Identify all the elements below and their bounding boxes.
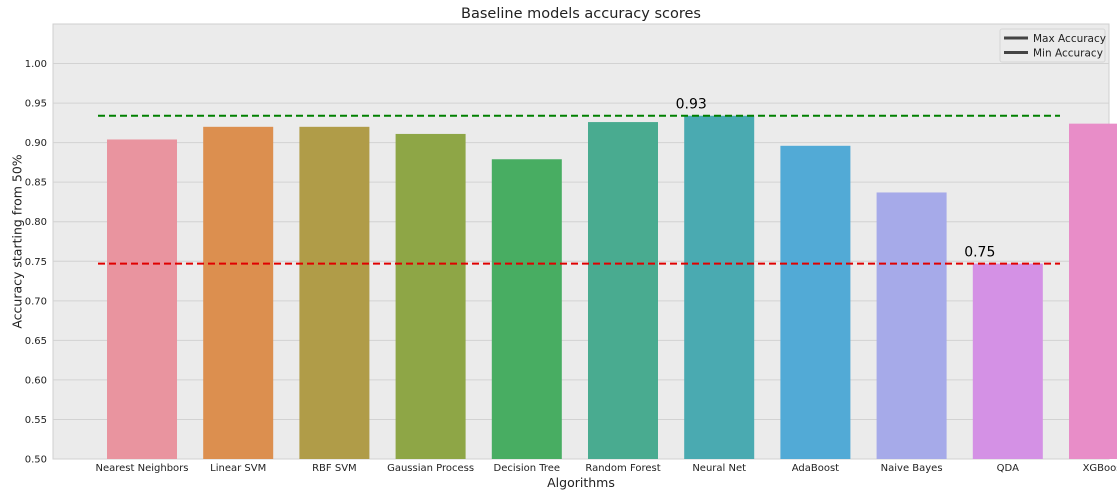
y-tick-label: 0.65 <box>25 336 47 347</box>
bar <box>107 139 177 460</box>
bar <box>876 192 947 460</box>
y-tick-label: 0.70 <box>25 296 47 307</box>
bar <box>972 263 1043 459</box>
x-tick-label: AdaBoost <box>792 463 839 474</box>
bar <box>395 133 466 459</box>
y-tick-label: 0.75 <box>25 257 47 268</box>
chart-title: Baseline models accuracy scores <box>461 6 701 22</box>
y-tick-label: 0.50 <box>25 455 47 466</box>
bar <box>203 126 274 460</box>
bar <box>588 122 658 459</box>
y-tick-label: 0.90 <box>25 138 47 149</box>
x-tick-label: Nearest Neighbors <box>96 463 189 474</box>
legend-entry: Min Accuracy <box>1033 48 1103 60</box>
y-tick-label: 0.55 <box>25 415 47 426</box>
y-axis-ticks: 0.50 0.55 0.60 0.65 0.70 0.75 0.80 0.85 0.90 0.95… <box>25 59 47 465</box>
bar <box>780 145 851 460</box>
bar <box>299 126 370 460</box>
legend: Max Accuracy Min Accuracy <box>999 28 1106 63</box>
reference-lines: 0.93 0.75 <box>98 97 1060 265</box>
y-tick-label: 1.00 <box>25 59 47 70</box>
y-tick-label: 0.80 <box>25 217 47 228</box>
reference-line-label: 0.93 <box>676 97 707 113</box>
y-tick-label: 0.85 <box>25 178 47 189</box>
y-tick-label: 0.60 <box>25 375 47 386</box>
x-tick-label: Decision Tree <box>494 463 561 474</box>
y-tick-label: 0.95 <box>25 99 47 110</box>
x-tick-label: RBF SVM <box>312 463 357 474</box>
x-axis-label: Algorithms <box>547 475 615 490</box>
bar <box>684 115 755 459</box>
x-tick-label: Linear SVM <box>210 463 266 474</box>
x-tick-label: Random Forest <box>585 463 660 474</box>
x-tick-label: Gaussian Process <box>387 463 474 474</box>
x-tick-label: Naive Bayes <box>881 463 943 474</box>
x-tick-label: QDA <box>997 463 1019 474</box>
legend-entry: Max Accuracy <box>1033 33 1106 45</box>
x-axis-ticks: Nearest Neighbors Linear SVM RBF SVM Gaussi… <box>96 463 1117 474</box>
y-axis-label: Accuracy starting from 50% <box>9 154 24 328</box>
bar <box>1069 123 1117 460</box>
bars <box>107 115 1117 460</box>
x-tick-label: Neural Net <box>692 463 746 474</box>
x-tick-label: XGBoost <box>1083 463 1117 474</box>
reference-line-label: 0.75 <box>964 245 995 261</box>
bar <box>491 159 562 459</box>
